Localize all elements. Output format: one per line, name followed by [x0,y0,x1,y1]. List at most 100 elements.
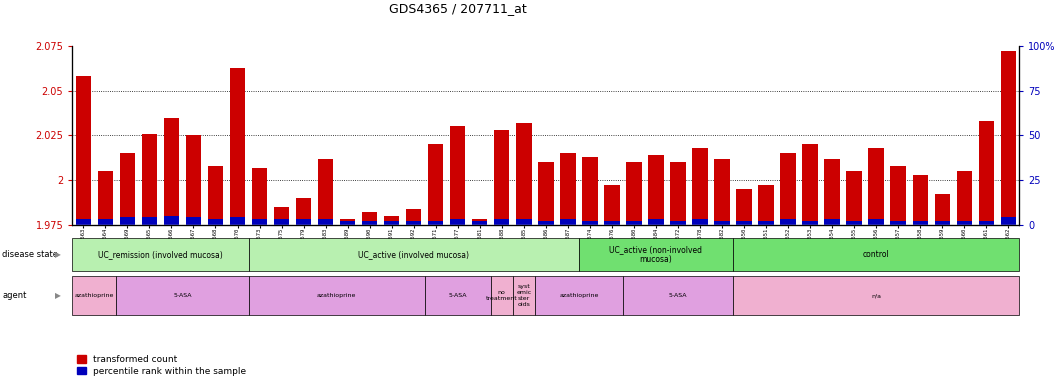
Bar [76,76,92,225]
Bar [406,221,421,225]
Text: azathioprine: azathioprine [74,293,114,298]
Bar [98,171,113,225]
Bar [72,276,116,315]
Bar [318,219,333,225]
Bar [249,276,425,315]
Bar [979,221,994,225]
Bar [384,216,399,225]
Bar [582,221,598,225]
Bar [513,276,535,315]
Bar [934,221,950,225]
Text: GDS4365 / 207711_at: GDS4365 / 207711_at [388,2,527,15]
Bar [98,219,113,225]
Bar [825,159,839,225]
Text: UC_active (non-involved
mucosa): UC_active (non-involved mucosa) [610,245,702,264]
Bar [339,221,355,225]
Bar [979,121,994,225]
Bar [249,238,579,271]
Bar [670,162,685,225]
Bar [802,221,818,225]
Bar [582,157,598,225]
Bar [116,276,249,315]
Bar [538,162,553,225]
Text: 5-ASA: 5-ASA [449,293,467,298]
Bar [868,219,884,225]
Bar [780,219,796,225]
Bar [318,159,333,225]
Text: azathioprine: azathioprine [317,293,356,298]
Bar [579,238,733,271]
Text: azathioprine: azathioprine [560,293,599,298]
Bar [560,219,576,225]
Bar [186,217,201,225]
Bar [450,126,465,225]
Bar [622,276,733,315]
Bar [296,219,312,225]
Bar [627,221,642,225]
Text: UC_active (involved mucosa): UC_active (involved mucosa) [359,250,469,259]
Bar [362,212,378,225]
Bar [1000,217,1016,225]
Bar [384,221,399,225]
Bar [428,144,444,225]
Text: UC_remission (involved mucosa): UC_remission (involved mucosa) [98,250,222,259]
Bar [648,219,664,225]
Bar [714,159,730,225]
Bar [780,153,796,225]
Bar [273,207,289,225]
Bar [425,276,491,315]
Bar [759,185,774,225]
Bar [120,153,135,225]
Bar [252,219,267,225]
Legend: transformed count, percentile rank within the sample: transformed count, percentile rank withi… [77,355,246,376]
Bar [733,238,1019,271]
Bar [252,167,267,225]
Bar [891,166,905,225]
Bar [494,219,510,225]
Bar [736,221,752,225]
Bar [450,219,465,225]
Bar [627,162,642,225]
Bar [76,219,92,225]
Bar [868,148,884,225]
Bar [207,219,223,225]
Bar [472,219,487,225]
Bar [273,219,289,225]
Text: no
treatment: no treatment [486,290,518,301]
Bar [1000,51,1016,225]
Bar [428,221,444,225]
Bar [230,217,245,225]
Bar [693,219,708,225]
Bar [670,221,685,225]
Bar [733,276,1019,315]
Bar [120,217,135,225]
Text: ▶: ▶ [54,250,61,259]
Bar [825,219,839,225]
Bar [604,221,619,225]
Bar [693,148,708,225]
Bar [207,166,223,225]
Text: n/a: n/a [871,293,881,298]
Bar [714,221,730,225]
Bar [339,219,355,225]
Bar [891,221,905,225]
Bar [406,209,421,225]
Bar [472,221,487,225]
Bar [362,221,378,225]
Bar [802,144,818,225]
Bar [847,171,862,225]
Text: disease state: disease state [2,250,59,259]
Bar [164,216,179,225]
Bar [759,221,774,225]
Text: agent: agent [2,291,27,300]
Bar [560,153,576,225]
Bar [538,221,553,225]
Text: syst
emic
ster
oids: syst emic ster oids [516,285,531,307]
Text: 5-ASA: 5-ASA [668,293,687,298]
Text: control: control [863,250,890,259]
Bar [164,118,179,225]
Bar [516,123,532,225]
Bar [494,130,510,225]
Bar [648,155,664,225]
Bar [913,175,928,225]
